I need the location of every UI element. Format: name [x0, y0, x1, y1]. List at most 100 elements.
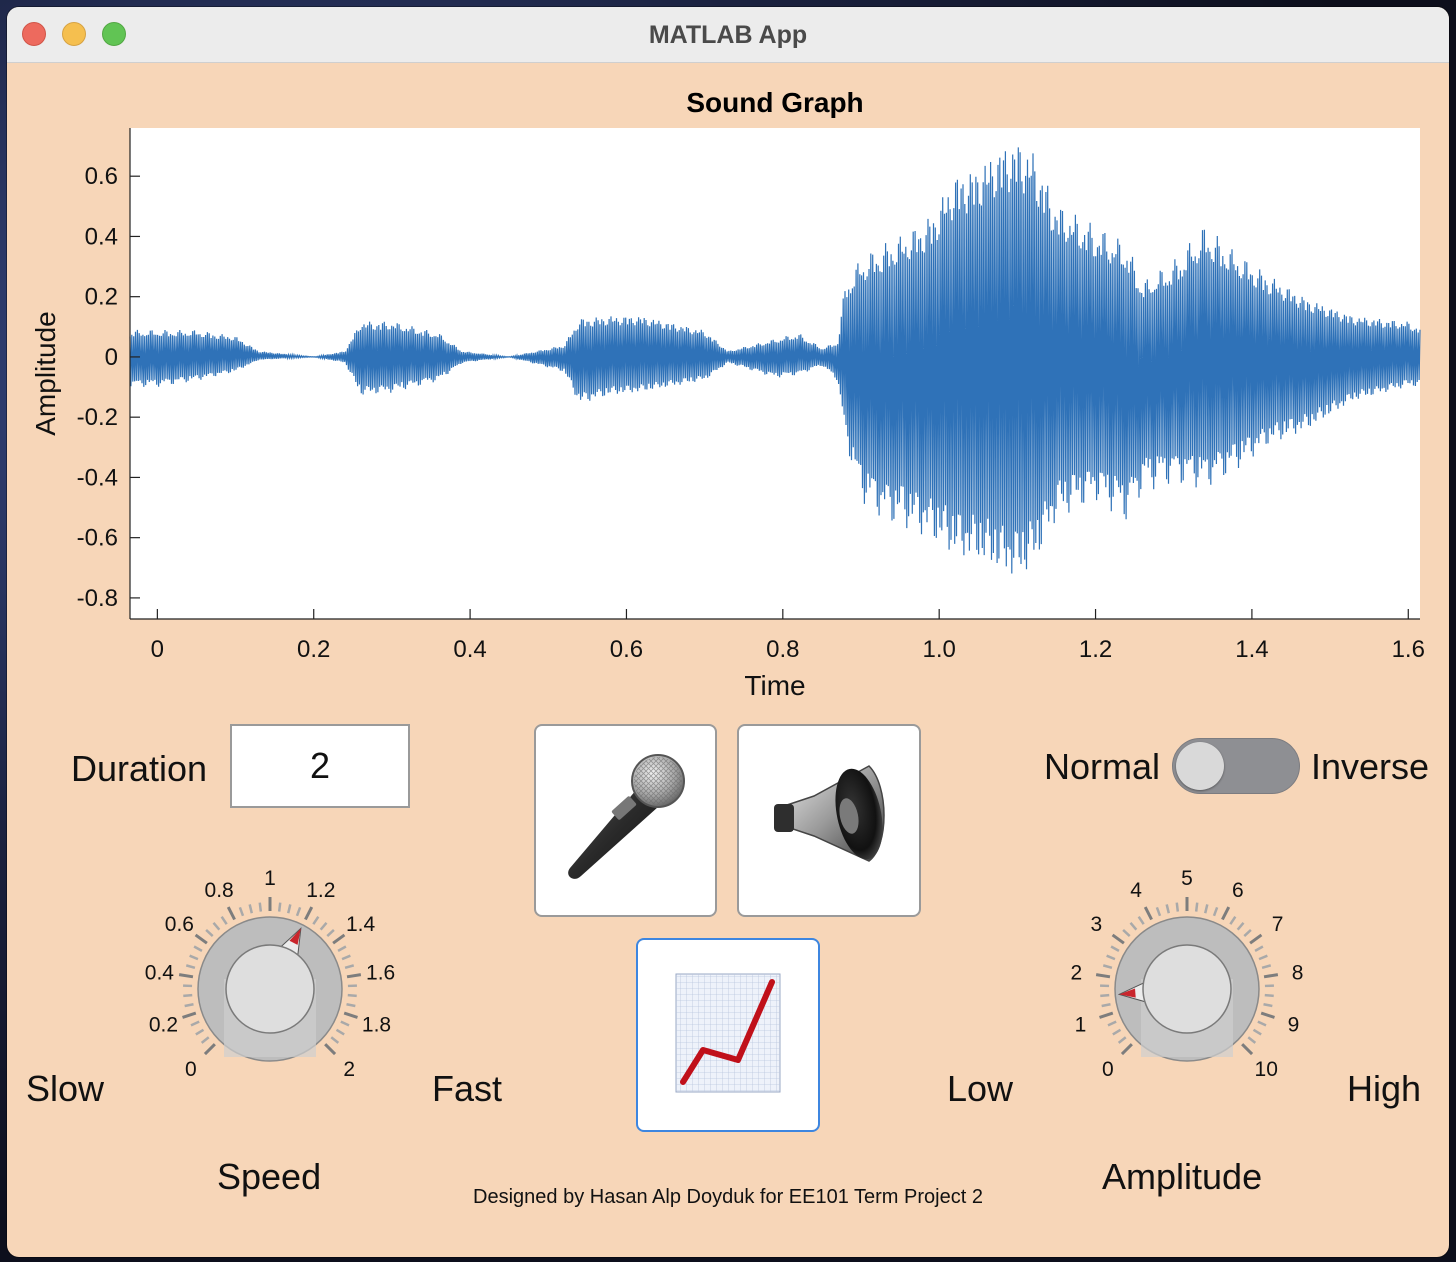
knob-tick	[1263, 973, 1279, 979]
knob-tick	[212, 922, 221, 931]
knob-tick	[1249, 933, 1263, 945]
knob-tick	[344, 964, 355, 970]
knob-tick	[195, 1028, 205, 1036]
speaker-icon	[774, 765, 885, 862]
knob-tick	[205, 929, 214, 937]
amplitude-scale-label: 2	[1071, 961, 1083, 984]
speed-slow-label: Slow	[26, 1068, 105, 1109]
y-tick-label: 0.4	[85, 223, 118, 250]
duration-field[interactable]: 2	[230, 724, 410, 808]
speed-scale-label: 0.6	[165, 913, 194, 936]
speed-scale-label: 1	[264, 867, 276, 890]
close-button[interactable]	[22, 22, 46, 46]
knob-tick	[332, 933, 346, 945]
play-button[interactable]	[737, 724, 921, 917]
knob-tick	[183, 993, 193, 998]
speed-scale-label: 2	[343, 1058, 355, 1081]
amplitude-scale-label: 10	[1255, 1058, 1278, 1081]
knob-tick	[286, 904, 292, 914]
knob-tick	[1107, 1020, 1117, 1027]
minimize-button[interactable]	[62, 22, 86, 46]
amplitude-scale-label: 5	[1181, 867, 1193, 890]
knob-tick	[326, 929, 335, 937]
speed-scale-label: 0.4	[145, 961, 175, 984]
speed-knob[interactable]: 0 0.2 0.4 0.6 0.8 1 1.2 1.4 1.6 1.8 2	[120, 857, 420, 1107]
knob-tick	[340, 1020, 350, 1027]
y-axis-label: Amplitude	[30, 311, 61, 436]
duration-label: Duration	[71, 748, 208, 789]
knob-tick	[258, 902, 263, 912]
y-tick-label: 0.6	[85, 163, 118, 190]
x-tick-label: 0.6	[610, 636, 643, 663]
knob-tick	[238, 906, 245, 917]
amplitude-scale-label: 0	[1102, 1058, 1114, 1081]
knob-tick	[1117, 1036, 1127, 1044]
switch-thumb[interactable]	[1176, 742, 1224, 790]
knob-tick	[193, 945, 203, 952]
amplitude-scale-label: 8	[1292, 961, 1304, 984]
amplitude-scale-label: 9	[1288, 1014, 1300, 1037]
knob-tick	[1100, 993, 1110, 998]
y-tick-label: -0.4	[77, 464, 118, 491]
knob-tick	[312, 915, 320, 925]
speed-scale-label: 0.2	[149, 1014, 178, 1037]
knob-tick	[1236, 922, 1245, 931]
knob-tick	[194, 933, 208, 945]
zoom-button[interactable]	[102, 22, 126, 46]
microphone-icon	[568, 754, 685, 879]
knob-tick	[1106, 954, 1116, 961]
waveform-line	[129, 147, 1421, 574]
knob-tick	[1099, 1011, 1114, 1019]
knob-tick	[1263, 1002, 1273, 1008]
x-tick-label: 0.4	[453, 636, 486, 663]
knob-tick	[1260, 1011, 1275, 1019]
speed-fast-label: Fast	[432, 1068, 503, 1109]
knob-tick	[226, 906, 236, 921]
knob-tick	[337, 945, 347, 952]
knob-tick	[220, 915, 228, 925]
chart-icon	[675, 973, 781, 1093]
knob-tick	[1264, 993, 1274, 998]
sound-graph[interactable]: 0.6 0.4 0.2 0 -0.2 -0.4 -0.6 -0.8 0 0.2 0.4 0.6 0.8 1…	[7, 7, 1449, 707]
amplitude-low-label: Low	[947, 1068, 1014, 1109]
knob-tick	[1254, 945, 1264, 952]
knob-tick	[1221, 906, 1231, 921]
chart-title: Sound Graph	[686, 87, 864, 118]
amplitude-high-label: High	[1347, 1068, 1422, 1109]
plot-button[interactable]	[636, 938, 820, 1132]
knob-tick	[203, 1043, 216, 1056]
speed-scale-label: 1.4	[346, 913, 376, 936]
x-tick-label: 0.2	[297, 636, 330, 663]
app-window: MATLAB App Sound Graph 0.6 0.4 0.2 0 -0.2 -0.…	[7, 7, 1449, 1257]
amplitude-scale-label: 4	[1130, 879, 1142, 902]
x-tick-label: 1.2	[1079, 636, 1112, 663]
y-tick-label: -0.2	[77, 404, 118, 431]
knob-tick	[1175, 902, 1180, 912]
knob-tick	[1111, 933, 1125, 945]
x-tick-label: 0.8	[766, 636, 799, 663]
knob-tick	[1247, 1036, 1257, 1044]
speed-scale-label: 1.2	[306, 879, 335, 902]
mode-normal-label: Normal	[1044, 746, 1161, 787]
knob-tick	[1241, 1043, 1254, 1056]
knob-tick	[178, 973, 194, 979]
mode-switch[interactable]	[1172, 738, 1300, 794]
knob-tick	[1120, 1043, 1133, 1056]
knob-tick	[1203, 904, 1209, 914]
footer-credit: Designed by Hasan Alp Doyduk for EE101 T…	[473, 1186, 983, 1208]
amplitude-scale-label: 3	[1091, 913, 1103, 936]
knob-tick	[1110, 945, 1120, 952]
speed-title: Speed	[217, 1156, 322, 1197]
knob-tick	[1212, 906, 1219, 917]
knob-tick	[304, 906, 314, 921]
knob-tick	[190, 1020, 200, 1027]
record-button[interactable]	[534, 724, 717, 917]
amplitude-scale-label: 7	[1272, 913, 1284, 936]
mode-inverse-label: Inverse	[1311, 746, 1430, 787]
knob-tick	[277, 902, 282, 912]
knob-tick	[1194, 902, 1199, 912]
window-title: MATLAB App	[648, 21, 808, 49]
amplitude-knob[interactable]: 01 2 3 4 5 6 7 8 9 10	[1037, 857, 1337, 1107]
knob-tick	[182, 1011, 197, 1019]
knob-tick	[1102, 964, 1113, 970]
